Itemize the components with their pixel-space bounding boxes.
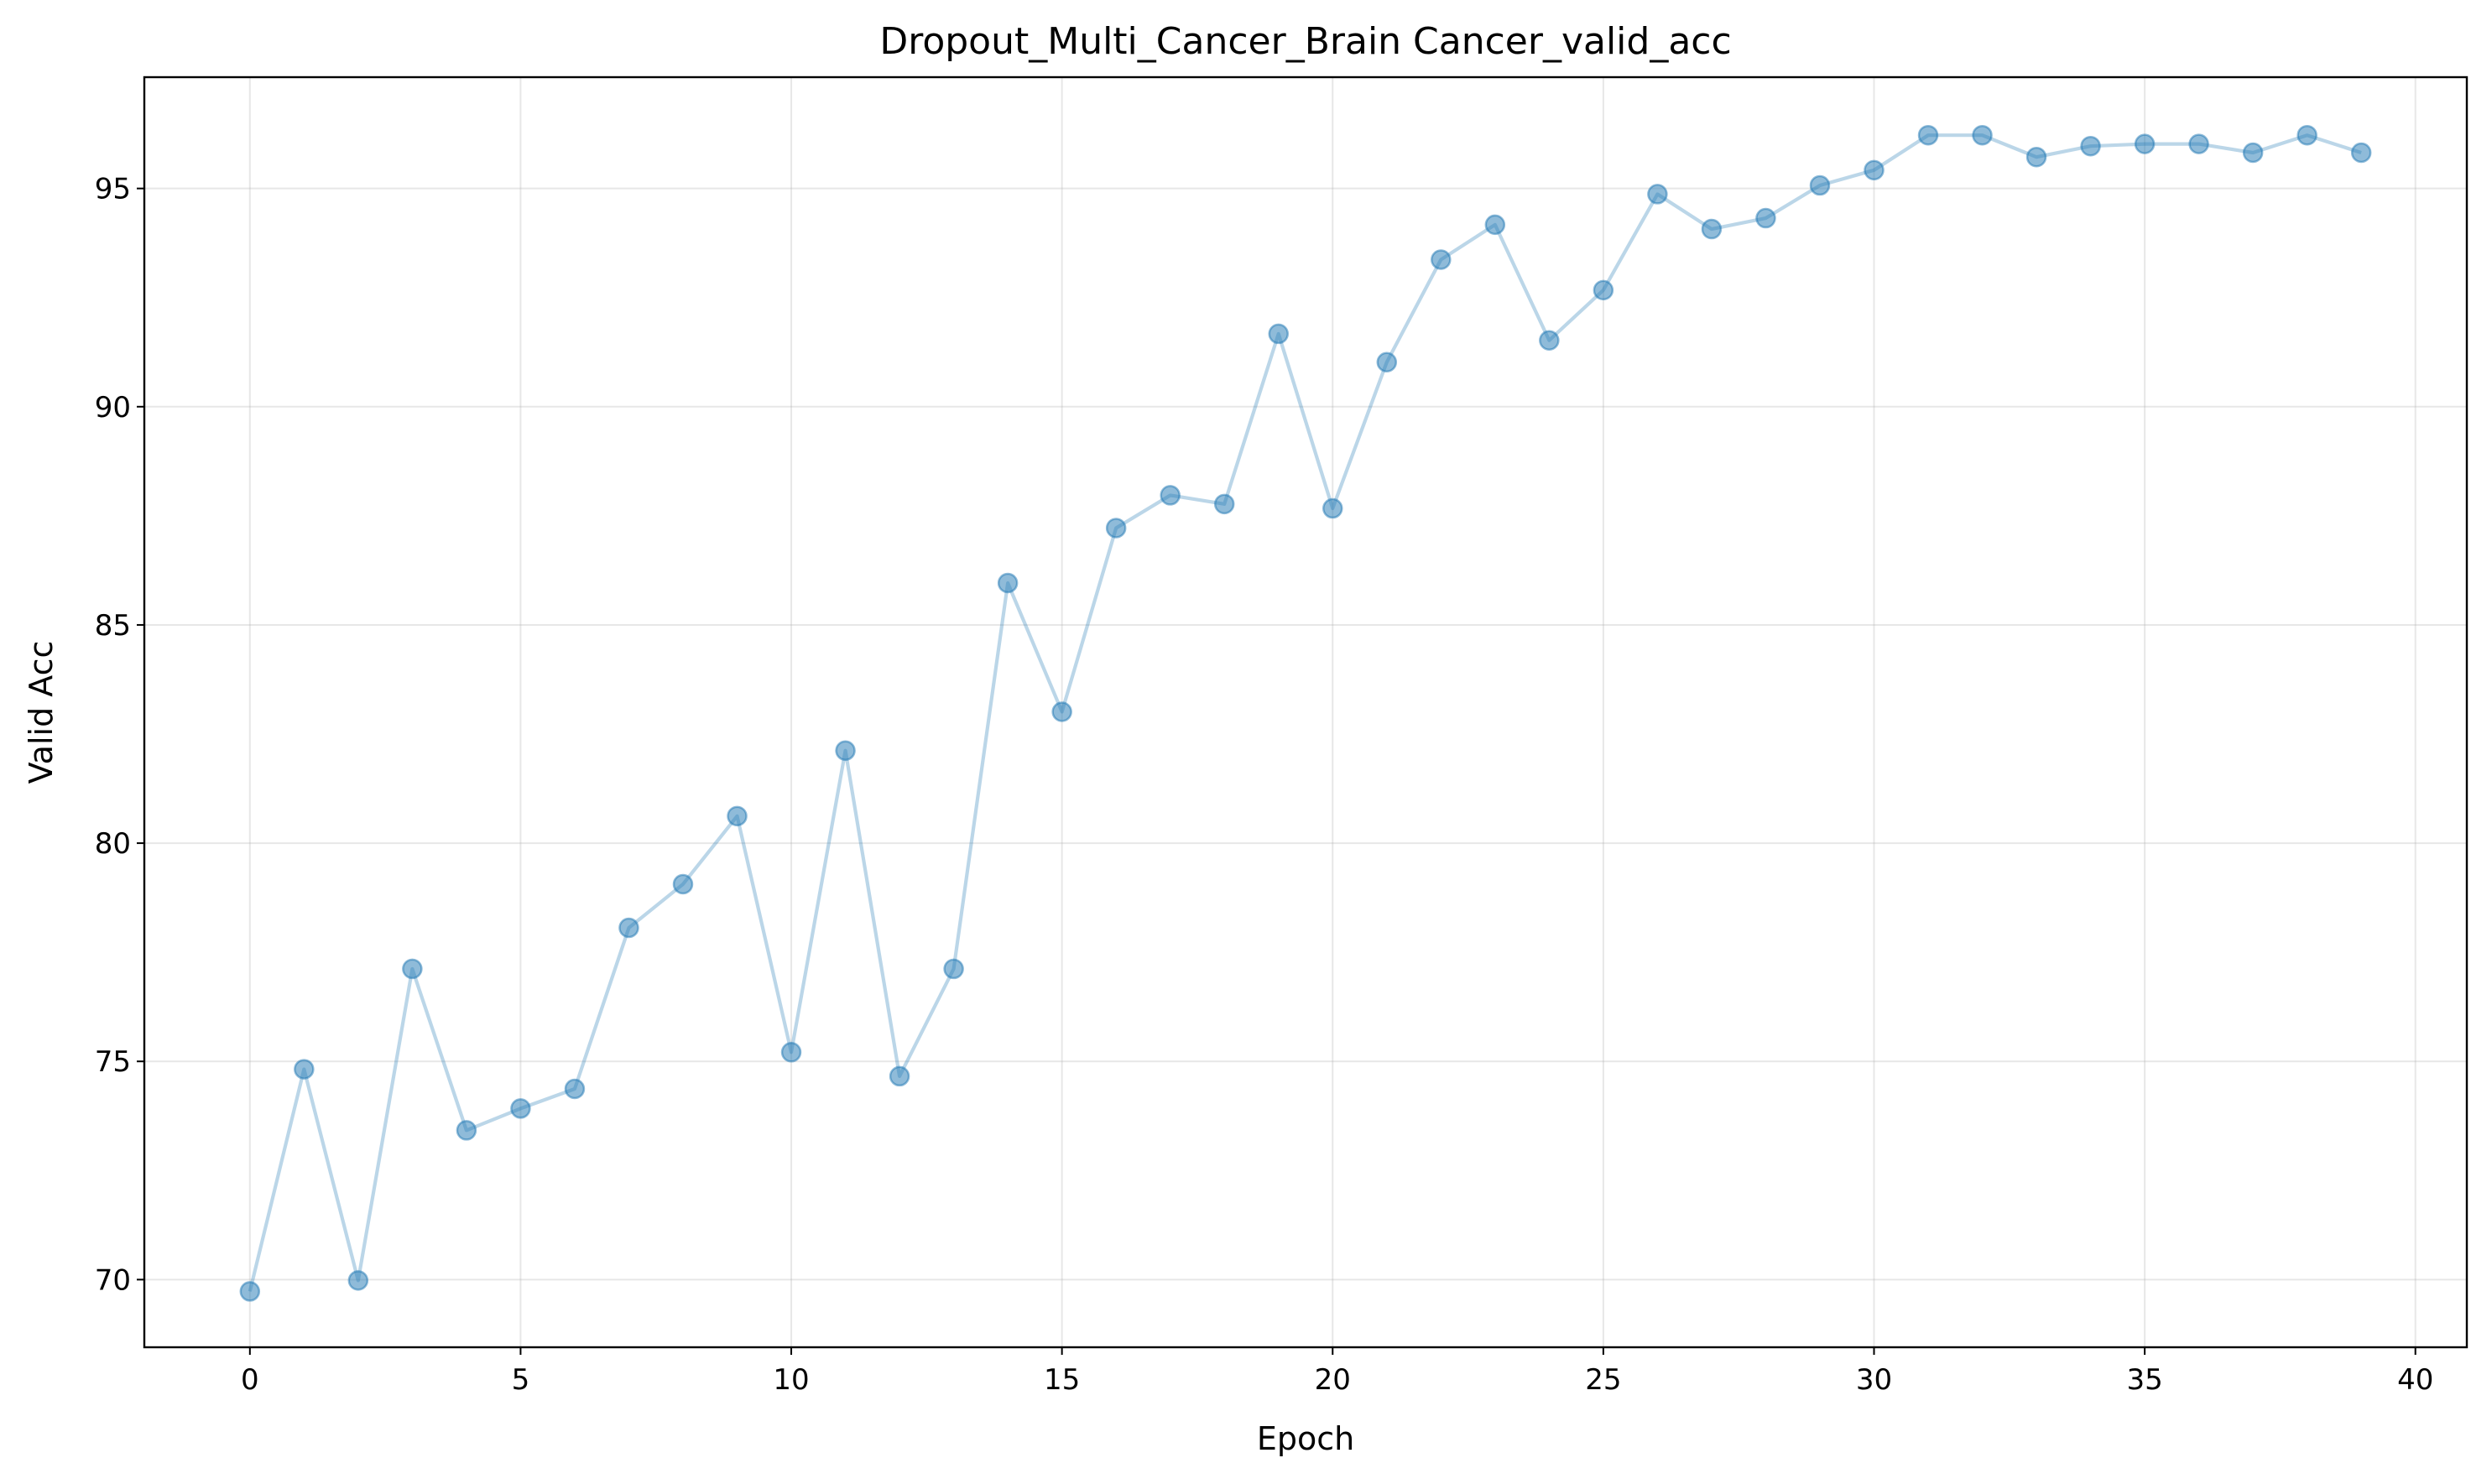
data-point bbox=[294, 1059, 315, 1080]
series-layer bbox=[239, 124, 2372, 1302]
x-tick-label: 5 bbox=[512, 1363, 530, 1397]
data-point bbox=[2025, 146, 2047, 168]
data-point bbox=[618, 917, 639, 939]
chart-title: Dropout_Multi_Cancer_Brain Cancer_valid_… bbox=[879, 20, 1731, 63]
data-point bbox=[1160, 485, 1181, 506]
data-point bbox=[1755, 207, 1776, 229]
data-point bbox=[2350, 142, 2372, 164]
axis-ticks: 0 5 10 15 20 25 30 35 40 70 75 80 85 90 95 bbox=[95, 173, 2434, 1397]
data-point bbox=[1268, 323, 1289, 345]
data-point bbox=[780, 1042, 802, 1063]
data-point bbox=[2188, 133, 2209, 154]
data-point bbox=[1051, 701, 1072, 722]
data-point bbox=[564, 1078, 586, 1100]
data-point bbox=[1539, 330, 1560, 351]
data-point bbox=[1376, 351, 1398, 372]
data-point bbox=[943, 958, 964, 980]
y-tick-label: 75 bbox=[95, 1045, 131, 1079]
data-point bbox=[1864, 159, 1885, 181]
data-point bbox=[997, 572, 1019, 594]
data-point bbox=[889, 1065, 910, 1087]
data-point bbox=[2080, 135, 2101, 157]
x-tick-label: 10 bbox=[773, 1363, 809, 1397]
data-point bbox=[1213, 493, 1235, 515]
x-tick-label: 15 bbox=[1044, 1363, 1080, 1397]
data-point bbox=[1593, 279, 1614, 301]
x-tick-label: 35 bbox=[2126, 1363, 2162, 1397]
x-tick-label: 0 bbox=[241, 1363, 259, 1397]
x-tick-label: 40 bbox=[2397, 1363, 2433, 1397]
data-point bbox=[1105, 518, 1127, 539]
data-point bbox=[1701, 218, 1723, 240]
x-axis-label: Epoch bbox=[1257, 1420, 1354, 1457]
y-axis-label: Valid Acc bbox=[23, 641, 60, 784]
series-line bbox=[248, 133, 2362, 1292]
y-tick-label: 95 bbox=[95, 173, 131, 206]
data-point bbox=[1484, 214, 1506, 236]
data-point bbox=[1647, 184, 1668, 205]
x-tick-label: 20 bbox=[1315, 1363, 1351, 1397]
data-point bbox=[835, 740, 856, 762]
y-tick-label: 85 bbox=[95, 609, 131, 643]
data-point bbox=[402, 958, 423, 980]
data-point bbox=[2242, 142, 2264, 164]
data-point bbox=[510, 1098, 531, 1119]
plot-frame bbox=[143, 76, 2469, 1349]
data-point bbox=[239, 1281, 261, 1302]
data-point bbox=[1431, 249, 1452, 270]
data-point bbox=[1917, 124, 1939, 146]
data-point bbox=[1809, 174, 1831, 196]
data-point bbox=[672, 873, 694, 895]
data-point bbox=[1972, 124, 1993, 146]
x-tick-label: 30 bbox=[1856, 1363, 1892, 1397]
data-point bbox=[347, 1270, 369, 1291]
data-point bbox=[2134, 133, 2156, 154]
y-tick-label: 70 bbox=[95, 1263, 131, 1297]
y-tick-label: 80 bbox=[95, 827, 131, 861]
data-point bbox=[456, 1120, 477, 1141]
data-point bbox=[1322, 497, 1343, 519]
x-tick-label: 25 bbox=[1585, 1363, 1621, 1397]
data-point bbox=[727, 805, 748, 827]
y-tick-label: 90 bbox=[95, 391, 131, 424]
data-point bbox=[2296, 124, 2317, 146]
